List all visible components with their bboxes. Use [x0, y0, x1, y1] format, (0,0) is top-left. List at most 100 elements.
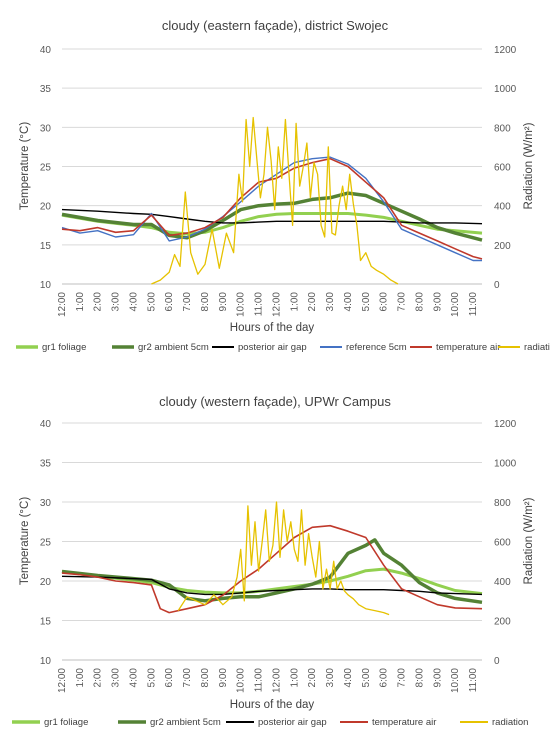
y2-tick-label: 200: [494, 241, 511, 252]
y-tick-label: 30: [40, 498, 52, 509]
y2-tick-label: 600: [494, 538, 511, 549]
x-tick-label: 2:00: [93, 668, 104, 688]
x-tick-label: 6:00: [164, 292, 175, 312]
gridlines: [62, 422, 482, 661]
x-tick-label: 11:00: [254, 668, 265, 693]
x-tick-label: 4:00: [128, 292, 139, 312]
legend-item-posterior-air-gap: posterior air gap: [212, 342, 307, 353]
legend-item-radiation: radiation: [498, 342, 550, 353]
y2-tick-label: 600: [494, 163, 511, 174]
y-tick-label: 10: [40, 656, 52, 667]
y2-tick-label: 1000: [494, 459, 517, 470]
y-tick-label: 20: [40, 577, 52, 588]
y2-tick-label: 1200: [494, 419, 517, 430]
x-tick-label: 12:00: [271, 668, 282, 693]
y2-axis-label: Radiation (W/m²): [523, 122, 535, 209]
x-tick-label: 6:00: [164, 668, 175, 688]
legend-item-posterior-air-gap: posterior air gap: [226, 717, 327, 728]
y-axis-label: Temperature (°C): [19, 497, 31, 585]
series-line-radiation: [177, 501, 390, 616]
x-tick-label: 11:00: [468, 292, 479, 317]
series-lines: [61, 116, 483, 285]
x-tick-label: 8:00: [414, 668, 425, 688]
x-tick-label: 3:00: [325, 292, 336, 312]
x-tick-label: 5:00: [361, 668, 372, 688]
x-tick-label: 2:00: [307, 292, 318, 312]
chart-eastern-facade: cloudy (eastern façade), district Swojec…: [16, 18, 550, 353]
chart-western-facade: cloudy (western façade), UPWr Campus Tem…: [0, 378, 550, 739]
legend-item-temperature-air: temperature air: [340, 717, 436, 728]
y2-tick-label: 800: [494, 123, 511, 134]
x-tick-label: 1:00: [289, 292, 300, 312]
y-tick-label: 35: [40, 84, 52, 95]
y-tick-label: 35: [40, 459, 52, 470]
legend-label: temperature air: [436, 342, 500, 353]
x-tick-label: 12:00: [57, 292, 68, 317]
legend-label: radiation: [524, 342, 550, 353]
x-tick-label: 3:00: [325, 668, 336, 688]
y-tick-label: 40: [40, 419, 52, 430]
x-tick-label: 9:00: [432, 668, 443, 688]
series-line-radiation: [151, 116, 399, 285]
x-tick-label: 10:00: [236, 292, 247, 317]
legend-label: gr2 ambient 5cm: [150, 717, 221, 728]
x-tick-label: 10:00: [450, 292, 461, 317]
y-tick-label: 25: [40, 538, 52, 549]
x-tick-label: 11:00: [468, 668, 479, 693]
y2-tick-label: 1000: [494, 84, 517, 95]
x-tick-label: 8:00: [414, 292, 425, 312]
x-tick-label: 12:00: [57, 668, 68, 693]
x-axis-ticks: 12:00 1:00 2:00 3:00 4:00 5:00 6:00 7:00 8:00 9:0…: [57, 292, 479, 317]
y2-tick-label: 400: [494, 202, 511, 213]
chart-svg-western: cloudy (western façade), UPWr Campus Tem…: [12, 394, 535, 728]
legend-label: gr1 foliage: [42, 342, 86, 353]
x-tick-label: 1:00: [289, 668, 300, 688]
x-tick-label: 9:00: [218, 292, 229, 312]
x-tick-label: 1:00: [75, 668, 86, 688]
legend-item-gr2-ambient-5cm: gr2 ambient 5cm: [112, 342, 209, 353]
series-line-posterior-air-gap: [61, 575, 483, 596]
y2-axis-ticks: 0 200 400 600 800 1000 1200: [494, 419, 517, 667]
y-axis-label: Temperature (°C): [19, 122, 31, 210]
legend-item-reference-5cm: reference 5cm: [320, 342, 407, 353]
y-tick-label: 10: [40, 280, 52, 291]
chart-title: cloudy (western façade), UPWr Campus: [159, 394, 391, 409]
legend-item-gr1-foliage: gr1 foliage: [16, 342, 86, 353]
series-line-gr2-ambient-5cm: [61, 538, 483, 605]
x-tick-label: 5:00: [146, 668, 157, 688]
legend-item-radiation: radiation: [460, 717, 528, 728]
x-tick-label: 4:00: [343, 292, 354, 312]
series-line-temperature-air: [61, 524, 483, 614]
x-tick-label: 2:00: [93, 292, 104, 312]
x-tick-label: 1:00: [75, 292, 86, 312]
x-tick-label: 3:00: [111, 668, 122, 688]
x-axis-ticks: 12:00 1:00 2:00 3:00 4:00 5:00 6:00 7:00 8:00 9:0…: [57, 668, 479, 693]
x-tick-label: 7:00: [397, 668, 408, 688]
legend-label: temperature air: [372, 717, 436, 728]
y2-tick-label: 1200: [494, 45, 517, 56]
series-line-gr2-ambient-5cm: [61, 191, 483, 242]
y2-axis-label: Radiation (W/m²): [523, 497, 535, 584]
y2-tick-label: 800: [494, 498, 511, 509]
y-tick-label: 20: [40, 202, 52, 213]
y2-tick-label: 400: [494, 577, 511, 588]
chart-title: cloudy (eastern façade), district Swojec: [162, 18, 389, 33]
x-tick-label: 5:00: [361, 292, 372, 312]
legend: gr1 foliage gr2 ambient 5cm posterior air …: [12, 717, 528, 728]
legend-item-temperature-air: temperature air: [410, 342, 500, 353]
legend-label: gr2 ambient 5cm: [138, 342, 209, 353]
x-tick-label: 4:00: [128, 668, 139, 688]
y2-tick-label: 0: [494, 280, 500, 291]
legend: gr1 foliage gr2 ambient 5cm posterior air …: [16, 342, 550, 353]
x-tick-label: 6:00: [379, 292, 390, 312]
x-tick-label: 8:00: [200, 668, 211, 688]
y-axis-ticks: 10 15 20 25 30 35 40: [40, 419, 52, 667]
y-tick-label: 40: [40, 45, 52, 56]
legend-item-gr1-foliage: gr1 foliage: [12, 717, 88, 728]
series-lines: [61, 501, 483, 616]
x-tick-label: 7:00: [182, 292, 193, 312]
x-tick-label: 3:00: [111, 292, 122, 312]
legend-label: posterior air gap: [238, 342, 307, 353]
x-axis-label: Hours of the day: [230, 699, 315, 711]
y-tick-label: 25: [40, 163, 52, 174]
